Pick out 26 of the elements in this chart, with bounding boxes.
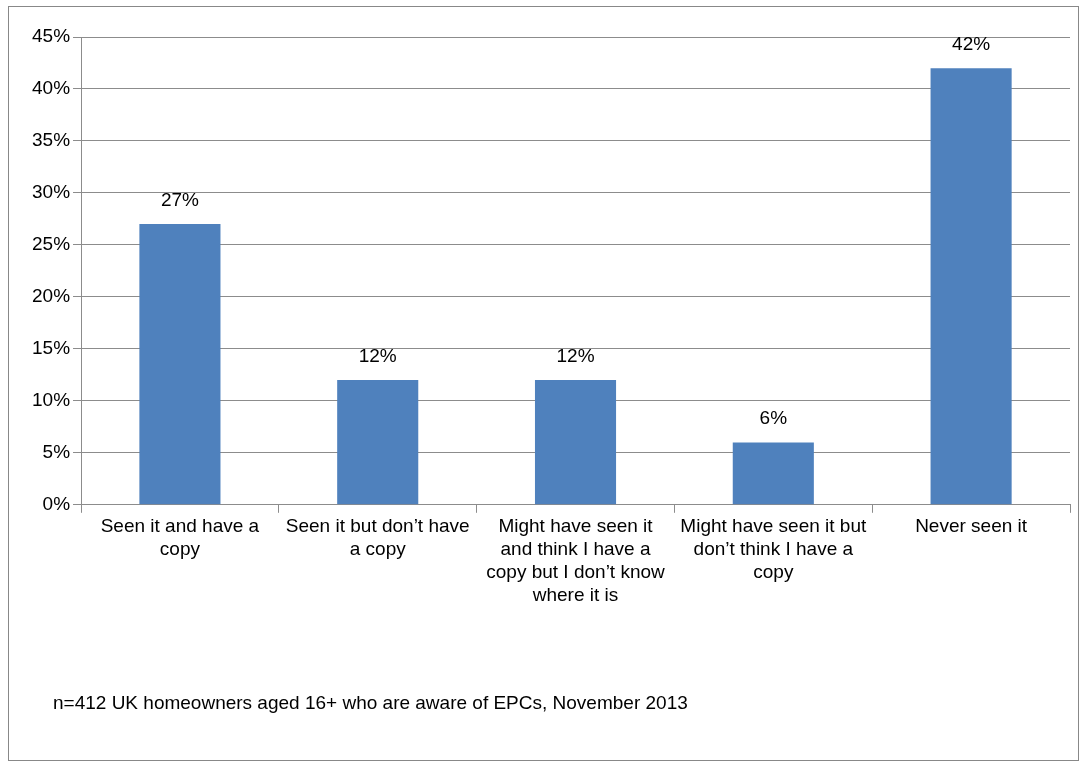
x-tick-label: Might have seen it but don’t think I have a copy xyxy=(680,515,867,583)
x-tick-label: Seen it and have a copy xyxy=(100,515,260,560)
data-label: 42% xyxy=(952,32,991,54)
bar xyxy=(534,380,617,505)
y-tick-label: 30% xyxy=(32,181,71,203)
bar xyxy=(139,224,221,505)
y-tick-label: 35% xyxy=(32,129,71,151)
y-tick-label: 15% xyxy=(32,337,71,359)
y-tick-label: 25% xyxy=(32,233,71,255)
bar xyxy=(337,380,419,505)
bar xyxy=(732,442,814,505)
x-tick-label: Might have seen it and think I have a copy but I don’t know where it is xyxy=(486,515,666,605)
x-tick-label: Never seen it xyxy=(915,515,1028,537)
data-label: 27% xyxy=(160,188,200,210)
x-tick-label: Seen it but don’t have a copy xyxy=(285,515,470,560)
bar xyxy=(930,68,1012,505)
y-tick-label: 20% xyxy=(32,285,71,307)
y-tick-label: 40% xyxy=(32,77,71,99)
data-label: 12% xyxy=(358,344,397,366)
data-label: 6% xyxy=(759,407,788,429)
y-tick-label: 10% xyxy=(32,389,71,411)
data-label: 12% xyxy=(556,344,595,366)
y-tick-label: 5% xyxy=(42,441,71,463)
y-tick-label: 45% xyxy=(32,25,71,47)
text: n=412 UK homeowners aged 16+ who are aware of EPCs, November 2013 xyxy=(53,692,688,714)
y-tick-label: 0% xyxy=(42,493,71,515)
